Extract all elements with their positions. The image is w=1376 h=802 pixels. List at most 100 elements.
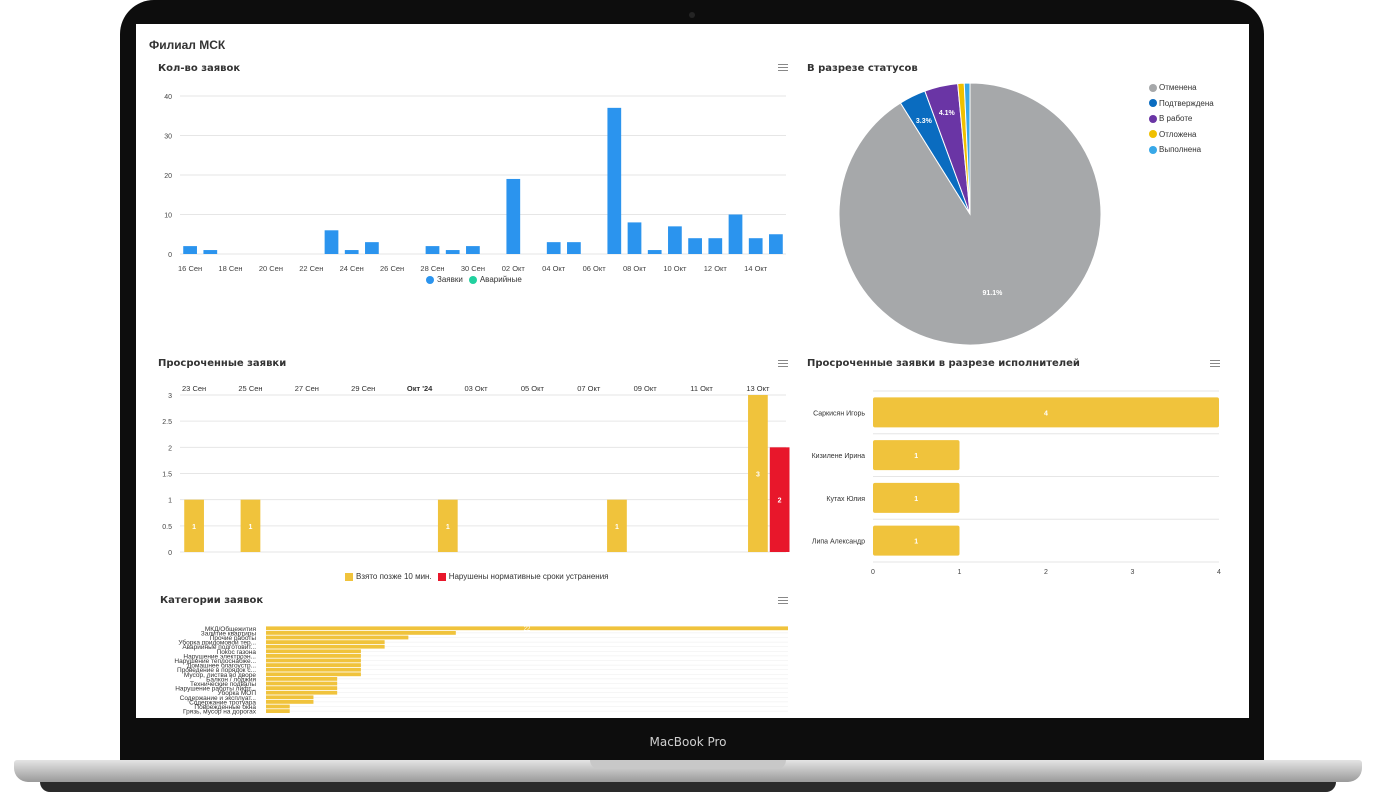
bar xyxy=(266,640,385,644)
bar xyxy=(506,178,521,254)
x-tick-label: 25 Сен xyxy=(238,384,262,393)
bar-data-label: 1 xyxy=(914,453,918,460)
legend-label: Отменена xyxy=(1159,83,1197,93)
y-tick-label: 0 xyxy=(168,252,172,259)
legend-item-requests[interactable]: Заявки xyxy=(426,275,463,284)
pie-data-label: 4.1% xyxy=(939,110,956,117)
x-tick-label: 08 Окт xyxy=(623,264,647,273)
hamburger-icon[interactable] xyxy=(778,597,788,605)
x-tick-label: 09 Окт xyxy=(634,384,658,393)
legend-swatch xyxy=(1149,99,1157,108)
x-tick-label: 2 xyxy=(1044,569,1048,576)
bar xyxy=(266,649,361,654)
bar xyxy=(668,226,682,254)
legend-label: Взято позже 10 мин. xyxy=(356,572,432,581)
pie-data-label: 3.3% xyxy=(916,118,933,125)
bar xyxy=(627,222,642,254)
bar-data-label: 1 xyxy=(615,524,619,531)
legend-item-emergency[interactable]: Аварийные xyxy=(468,275,522,284)
legend-item-cancelled[interactable]: Отменена xyxy=(1149,80,1214,96)
laptop-base xyxy=(14,760,1362,782)
bar xyxy=(266,635,409,640)
x-tick-label: 23 Сен xyxy=(182,384,206,393)
y-tick-label: Проведение в порядок с... xyxy=(177,667,256,674)
legend-item-confirmed[interactable]: Подтверждена xyxy=(1149,96,1214,112)
y-tick-label: 2.5 xyxy=(162,419,172,426)
x-tick-label: 12 Окт xyxy=(704,264,728,273)
y-tick-label: Содержание тротуара xyxy=(189,699,256,706)
y-tick-label: Технические подвалы xyxy=(190,681,256,688)
x-tick-label: 05 Окт xyxy=(521,384,545,393)
bar xyxy=(873,440,960,471)
bar xyxy=(607,107,622,254)
x-tick-label: 27 Сен xyxy=(295,384,319,393)
y-tick-label: Покос газона xyxy=(217,649,257,656)
x-tick-label: 11 Окт xyxy=(690,384,713,393)
legend-item-violated[interactable]: Нарушены нормативные сроки устранения xyxy=(437,572,609,581)
bar xyxy=(324,230,339,254)
bar xyxy=(266,667,361,672)
y-tick-label: 0 xyxy=(168,550,172,557)
bar-data-label: 3 xyxy=(756,472,760,479)
laptop-base-shadow xyxy=(40,782,1336,792)
hamburger-icon[interactable] xyxy=(778,360,788,368)
laptop-notch xyxy=(590,760,786,769)
legend-swatch xyxy=(468,275,477,284)
legend-swatch xyxy=(1149,130,1157,139)
statuses-legend: Отменена Подтверждена В работе Отложена … xyxy=(1149,80,1214,158)
y-tick-label: Кутах Юлия xyxy=(826,496,865,503)
legend-label: Отложена xyxy=(1159,129,1197,139)
bar xyxy=(873,397,1219,428)
bar xyxy=(567,242,581,254)
legend-item-in-progress[interactable]: В работе xyxy=(1149,111,1214,127)
bar xyxy=(647,250,662,254)
x-tick-label: 3 xyxy=(1131,569,1135,576)
bar-data-label: 1 xyxy=(914,496,918,503)
hamburger-icon[interactable] xyxy=(1210,360,1220,368)
pie-data-label: 91.1% xyxy=(982,290,1003,297)
bar xyxy=(344,250,359,254)
legend-label: Нарушены нормативные сроки устранения xyxy=(448,572,609,581)
bar-data-label: 22 xyxy=(524,627,531,633)
x-tick-label: 14 Окт xyxy=(744,264,768,273)
legend-label: Выполнена xyxy=(1159,145,1202,155)
requests-count-title: Кол-во заявок xyxy=(158,63,241,74)
bar xyxy=(266,686,338,690)
x-tick-label: 30 Сен xyxy=(461,264,485,273)
hamburger-icon[interactable] xyxy=(778,64,788,72)
bar xyxy=(266,654,361,658)
bar xyxy=(266,631,456,635)
bar xyxy=(688,238,702,254)
bar xyxy=(266,690,338,695)
y-tick-label: 3 xyxy=(168,393,172,400)
x-tick-label: 22 Сен xyxy=(299,264,323,273)
y-tick-label: Саркисян Игорь xyxy=(813,410,865,417)
bar xyxy=(240,499,261,552)
bar xyxy=(769,447,790,552)
x-tick-label: 02 Окт xyxy=(502,264,526,273)
x-tick-label: 1 xyxy=(958,569,962,576)
x-tick-label: 16 Сен xyxy=(178,264,202,273)
legend-swatch xyxy=(1149,114,1157,123)
legend-item-done[interactable]: Выполнена xyxy=(1149,142,1214,158)
y-tick-label: Домашнее благоустр... xyxy=(187,662,256,670)
categories-title: Категории заявок xyxy=(160,595,264,606)
bar xyxy=(437,499,458,552)
overdue-title: Просроченные заявки xyxy=(158,358,287,369)
bar xyxy=(203,250,218,254)
x-tick-label: Окт '24 xyxy=(407,384,433,393)
legend-item-postponed[interactable]: Отложена xyxy=(1149,127,1214,143)
legend-item-late[interactable]: Взято позже 10 мин. xyxy=(345,572,432,581)
bar-data-label: 1 xyxy=(249,524,253,531)
x-tick-label: 04 Окт xyxy=(542,264,566,273)
y-tick-label: Кизилене Ирина xyxy=(812,453,865,460)
bar xyxy=(546,242,561,254)
legend-swatch xyxy=(345,572,353,581)
bar xyxy=(266,663,361,667)
y-tick-label: Прочие работы xyxy=(210,634,257,642)
pie-slice xyxy=(963,82,971,215)
y-tick-label: Мусор, листва во дворе xyxy=(184,672,256,679)
y-tick-label: 2 xyxy=(168,445,172,452)
y-tick-label: 1.5 xyxy=(162,472,172,479)
